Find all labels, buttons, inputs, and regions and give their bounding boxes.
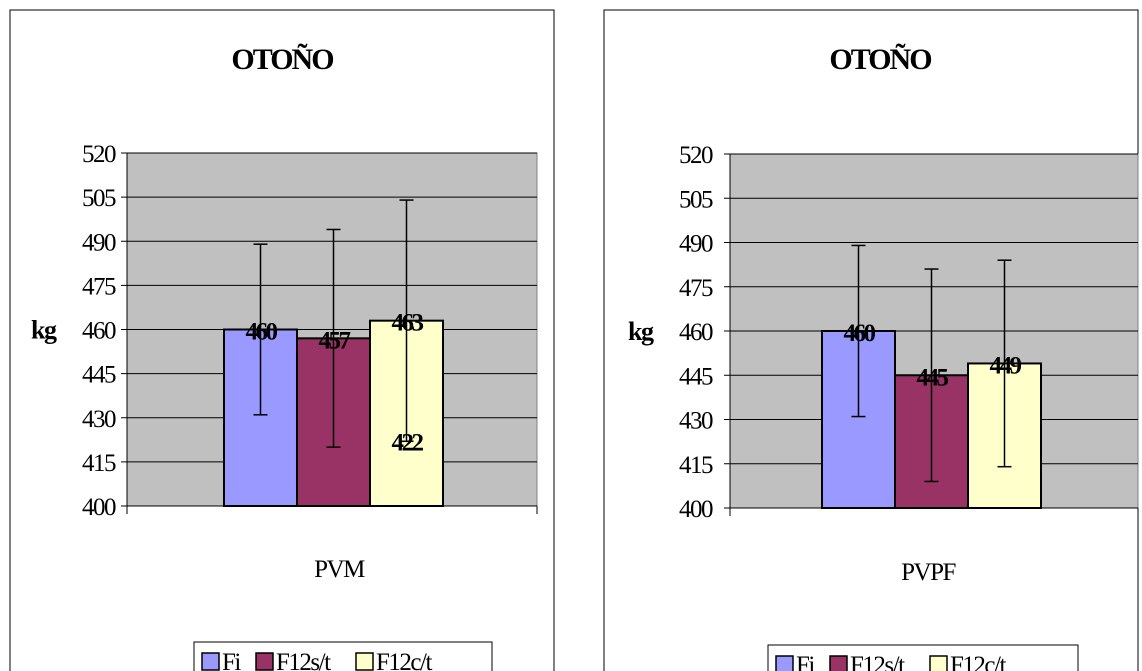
- legend-swatch-F12s/t: [255, 652, 274, 671]
- legend-box: [767, 644, 1079, 671]
- y-tick-label: 415: [82, 450, 116, 477]
- legend-swatch-F12c/t: [355, 652, 374, 671]
- y-tick-label: 490: [82, 229, 116, 256]
- chart-title: OTOÑO: [231, 43, 333, 76]
- legend-entry: Fi: [222, 649, 241, 671]
- y-tick-label: 475: [82, 273, 116, 300]
- y-tick-label: 460: [82, 318, 116, 345]
- y-tick-label: 400: [82, 494, 116, 521]
- y-tick-label: 445: [82, 362, 116, 389]
- legend-entry: F12c/t: [376, 649, 432, 671]
- legend-swatch-F12c/t: [929, 655, 948, 671]
- data-label: 449: [990, 352, 1022, 379]
- y-tick-label: 430: [679, 408, 713, 435]
- y-axis-label: kg: [628, 317, 654, 346]
- legend-swatch-Fi: [201, 652, 220, 671]
- y-tick-label: 430: [82, 406, 116, 433]
- chart-panel-left: OTOÑO 400 415 430 445 460 475 490 505 520 kg 460 457…: [9, 9, 555, 671]
- legend-box: [193, 641, 493, 671]
- category-label: PVM: [314, 556, 365, 583]
- y-tick-label: 475: [679, 275, 713, 302]
- data-label: 463: [392, 310, 424, 337]
- chart-panel-right: OTOÑO 400 415 430 445 460 475 490 505 520 kg 460 445…: [603, 9, 1139, 671]
- legend-entry: Fi: [796, 652, 815, 671]
- legend-entry: F12c/t: [950, 652, 1006, 671]
- data-label: 457: [319, 327, 351, 354]
- y-tick-label: 520: [82, 141, 116, 168]
- y-tick-label: 490: [679, 231, 713, 258]
- y-tick-label: 400: [679, 496, 713, 523]
- category-label: PVPF: [901, 559, 955, 586]
- y-tick-label: 520: [679, 142, 713, 169]
- data-label: 460: [844, 320, 876, 347]
- y-tick-label: 415: [679, 452, 713, 479]
- legend-entry: F12s/t: [850, 652, 905, 671]
- legend-swatch-F12s/t: [829, 655, 848, 671]
- legend-swatch-Fi: [775, 655, 794, 671]
- y-tick-label: 460: [679, 319, 713, 346]
- y-tick-label: 445: [679, 363, 713, 390]
- data-label: 460: [246, 319, 278, 346]
- legend-entry: F12s/t: [276, 649, 331, 671]
- y-axis-label: kg: [31, 316, 57, 345]
- y-tick-label: 505: [679, 186, 713, 213]
- chart-title: OTOÑO: [829, 43, 931, 76]
- data-label: 445: [917, 364, 949, 391]
- y-tick-label: 505: [82, 185, 116, 212]
- data-label-extra: 422: [392, 429, 424, 456]
